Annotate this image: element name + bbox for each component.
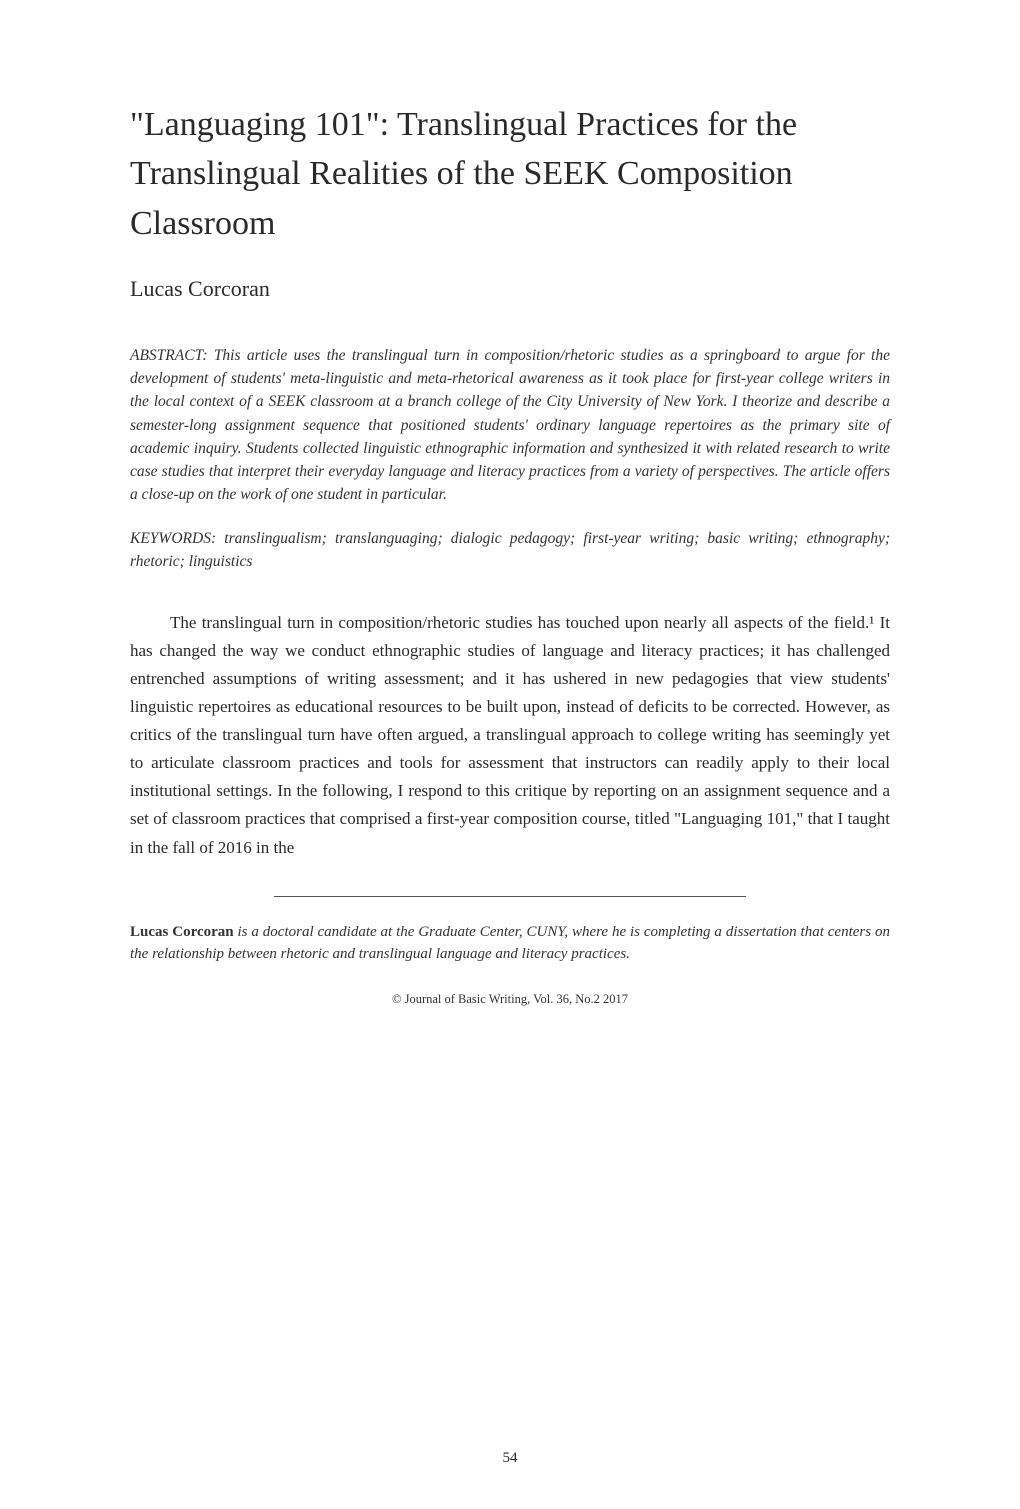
author-bio: Lucas Corcoran is a doctoral candidate a… (130, 921, 890, 966)
abstract-text: ABSTRACT: This article uses the translin… (130, 344, 890, 507)
page-number: 54 (0, 1450, 1020, 1467)
keywords-text: KEYWORDS: translingualism; translanguagi… (130, 527, 890, 574)
journal-citation: © Journal of Basic Writing, Vol. 36, No.… (130, 992, 890, 1007)
bio-author-name: Lucas Corcoran (130, 924, 234, 940)
author-name: Lucas Corcoran (130, 276, 890, 302)
article-title: "Languaging 101": Translingual Practices… (130, 100, 890, 248)
section-divider (274, 896, 745, 897)
bio-text: is a doctoral candidate at the Graduate … (130, 924, 890, 963)
body-paragraph: The translingual turn in composition/rhe… (130, 609, 890, 861)
